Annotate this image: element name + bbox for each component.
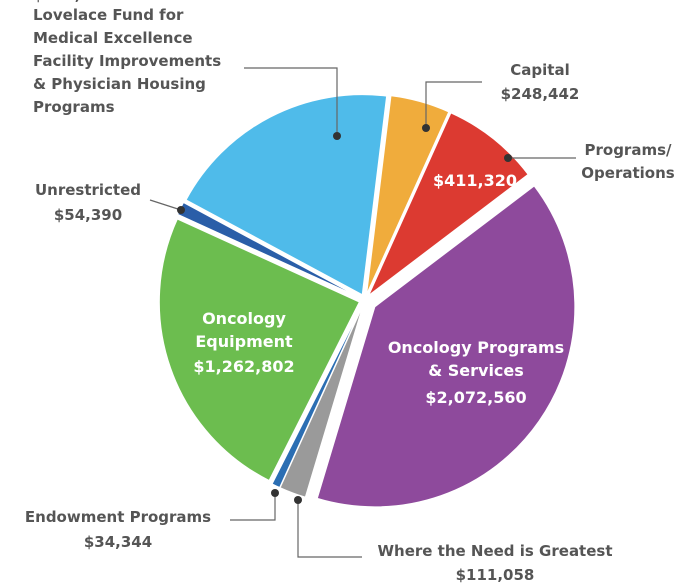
pie-slice xyxy=(279,305,364,498)
slice-label: Oncology Programs & Services xyxy=(388,338,564,380)
slice-label: Unrestricted xyxy=(35,181,141,199)
pie-slice xyxy=(368,112,529,296)
value-label: $54,390 xyxy=(54,206,122,224)
leader-dot xyxy=(422,124,430,132)
value-label: $34,344 xyxy=(84,533,152,551)
value-label: $111,058 xyxy=(456,566,535,584)
leader-line xyxy=(297,500,362,558)
slice-label: Lovelace Fund for Medical Excellence Facil… xyxy=(33,6,221,116)
slice-label: Capital xyxy=(510,61,569,79)
pie-slice xyxy=(158,218,361,482)
leader-line xyxy=(149,199,182,211)
value-label: $2,072,560 xyxy=(425,388,526,407)
leader-dot xyxy=(271,489,279,497)
pie-slice xyxy=(366,95,450,295)
slice-label: Programs/Operations xyxy=(581,141,674,182)
slice-label: Where the Need is Greatest xyxy=(377,542,612,560)
value-label: $248,442 xyxy=(501,85,580,103)
pie-slice xyxy=(185,94,388,296)
pie-slice xyxy=(271,305,363,489)
slice-label: Endowment Programs xyxy=(25,508,211,526)
leader-line xyxy=(244,67,338,136)
leader-dot xyxy=(333,132,341,140)
value-label: $1,262,802 xyxy=(193,357,294,376)
pie-slice xyxy=(316,185,576,508)
leader-line xyxy=(425,81,482,128)
value-label: $411,320 xyxy=(433,171,517,190)
leader-line xyxy=(230,493,276,521)
slice-label: Oncology Equipment xyxy=(195,309,293,351)
leader-dot xyxy=(504,154,512,162)
leader-dot xyxy=(294,496,302,504)
value-label: $989,535 xyxy=(33,0,112,4)
leader-dot xyxy=(177,206,185,214)
